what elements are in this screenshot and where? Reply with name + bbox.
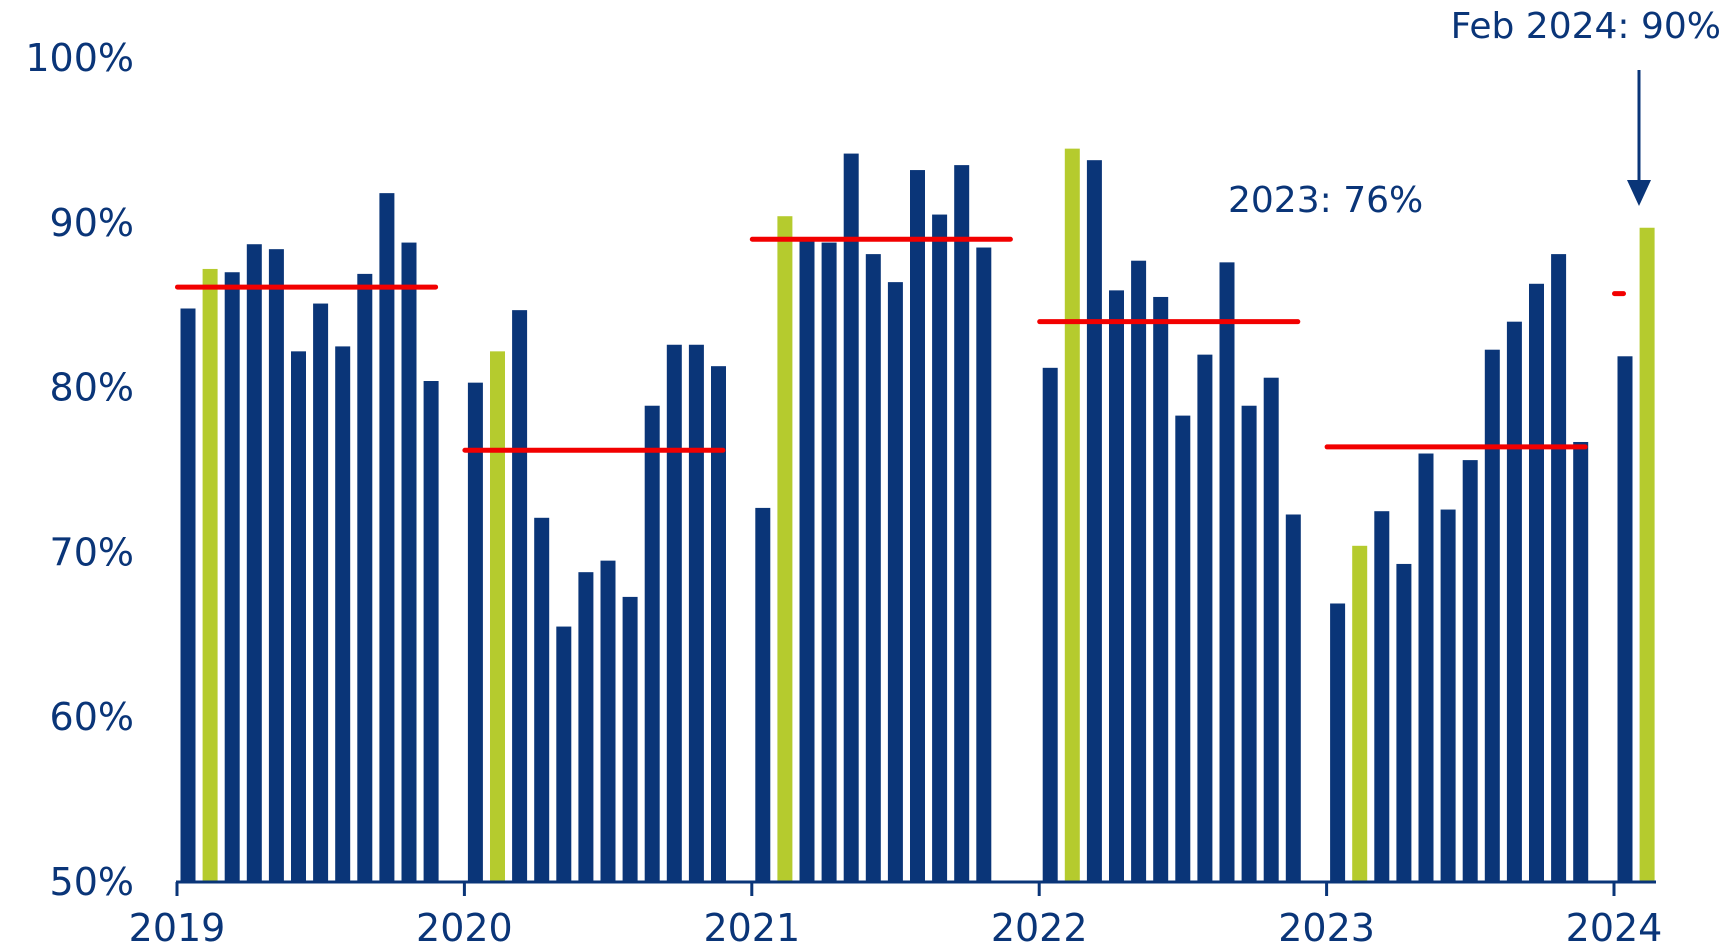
bar [1219,262,1235,882]
y-tick-label: 90% [50,201,134,245]
highlight-bar [777,216,793,882]
bar [1131,260,1147,883]
bar [1573,441,1589,882]
bar [1109,290,1124,882]
bar [1529,283,1544,882]
bar [246,244,262,882]
bar [1396,563,1412,882]
bar [1440,509,1456,882]
bar [401,242,417,883]
bar [755,507,771,882]
x-axis: 2019 2020 2021 2022 2023 2024 [129,880,1663,950]
bar [1175,415,1191,882]
bar [379,193,395,883]
bars [180,148,1655,883]
bar [1330,603,1346,882]
highlight-bar [1064,148,1080,882]
highlight-bar [1352,545,1368,882]
bar [887,282,903,882]
bar [1462,460,1478,882]
y-axis-ticks: 50% 60% 70% 80% 90% 100% [25,36,134,904]
bar [865,254,881,882]
bar [600,560,616,882]
bar [224,272,240,882]
x-tick-label: 2024 [1566,906,1663,950]
annotations: 2023: 76% Feb 2024: 90% [1228,6,1721,221]
bar [910,170,925,883]
bar [711,366,726,882]
bar [932,214,948,882]
bar [1551,254,1567,882]
y-tick-label: 50% [50,860,134,904]
x-tick-label: 2023 [1278,906,1375,950]
bar [821,242,837,883]
bar [799,239,815,882]
bar [1617,356,1633,883]
bar [1086,160,1102,882]
bar [291,351,306,882]
bar [843,153,859,883]
highlight-bar [1639,227,1655,882]
yearly-average-lines [175,236,1626,453]
bar [512,310,528,882]
bar [556,626,572,882]
bar [976,247,992,882]
x-tick-label: 2022 [991,906,1088,950]
bar [1241,405,1257,882]
highlight-bar [490,351,505,882]
bar [335,346,351,882]
y-tick-label: 100% [25,36,134,80]
x-tick-label: 2020 [416,906,513,950]
annotation-2023-average: 2023: 76% [1228,180,1423,221]
bar [1418,453,1434,882]
bar [357,273,373,882]
bar [1197,354,1213,882]
x-tick-label: 2019 [129,906,226,950]
y-tick-label: 60% [50,695,134,739]
bar [313,303,329,882]
bar [644,405,660,882]
bar [1042,367,1058,883]
bar [622,596,638,882]
bar [954,165,970,882]
bar [578,572,594,882]
bar [1263,377,1279,882]
bar [268,249,284,883]
bar [534,517,550,882]
bar [1506,321,1522,882]
y-tick-label: 70% [50,530,134,574]
bar [666,344,682,882]
bar [1484,349,1500,882]
annotation-feb-2024: Feb 2024: 90% [1451,6,1721,47]
bar [1285,514,1301,882]
bar [423,381,439,882]
bar [180,308,196,883]
bar [1374,511,1390,882]
annotation-arrow-head [1627,180,1651,206]
x-tick-label: 2021 [703,906,800,950]
bar [688,344,704,882]
highlight-bar [202,268,218,883]
y-tick-label: 80% [50,366,134,410]
bar [1153,296,1169,883]
bar [467,382,483,882]
